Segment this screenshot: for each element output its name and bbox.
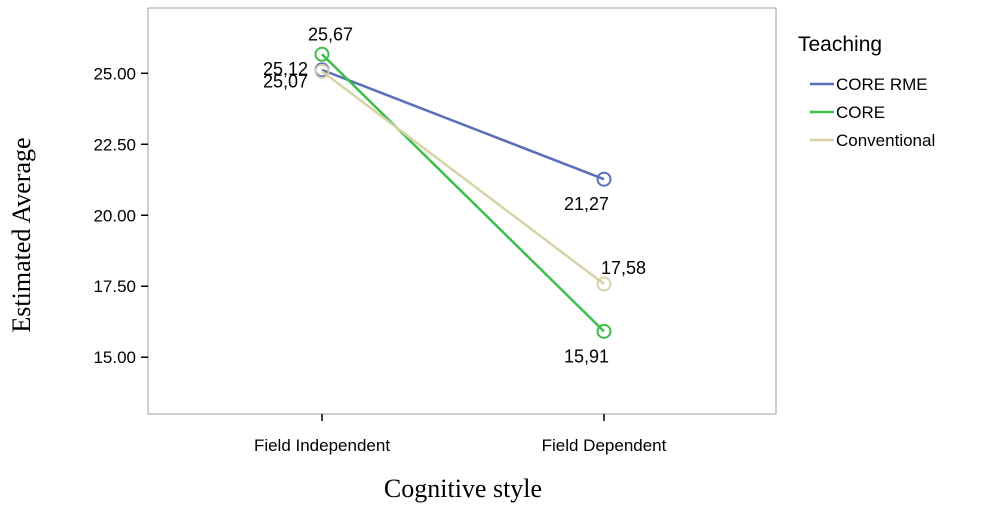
data-label: 21,27 bbox=[564, 194, 609, 214]
y-axis: 15.00 17.50 20.00 22.50 25.00 bbox=[93, 64, 148, 367]
plot-area bbox=[148, 8, 776, 414]
legend-label: Conventional bbox=[836, 131, 935, 150]
legend-label: CORE RME bbox=[836, 75, 928, 94]
x-tick-label: Field Independent bbox=[254, 436, 390, 455]
y-tick-label: 17.50 bbox=[93, 277, 136, 296]
x-axis: Field Independent Field Dependent bbox=[254, 414, 667, 455]
legend-label: CORE bbox=[836, 103, 885, 122]
y-tick-label: 20.00 bbox=[93, 206, 136, 225]
legend-title: Teaching bbox=[798, 33, 882, 56]
x-tick-label: Field Dependent bbox=[542, 436, 667, 455]
legend: Teaching CORE RME CORE Conventional bbox=[798, 33, 935, 150]
data-label: 15,91 bbox=[564, 346, 609, 366]
y-tick-label: 25.00 bbox=[93, 64, 136, 83]
y-axis-title: Estimated Average bbox=[7, 137, 36, 332]
y-tick-label: 15.00 bbox=[93, 348, 136, 367]
data-label: 17,58 bbox=[601, 258, 646, 278]
data-label: 25,07 bbox=[263, 71, 308, 91]
y-tick-label: 22.50 bbox=[93, 135, 136, 154]
data-label: 25,67 bbox=[308, 24, 353, 44]
x-axis-title: Cognitive style bbox=[384, 474, 542, 503]
